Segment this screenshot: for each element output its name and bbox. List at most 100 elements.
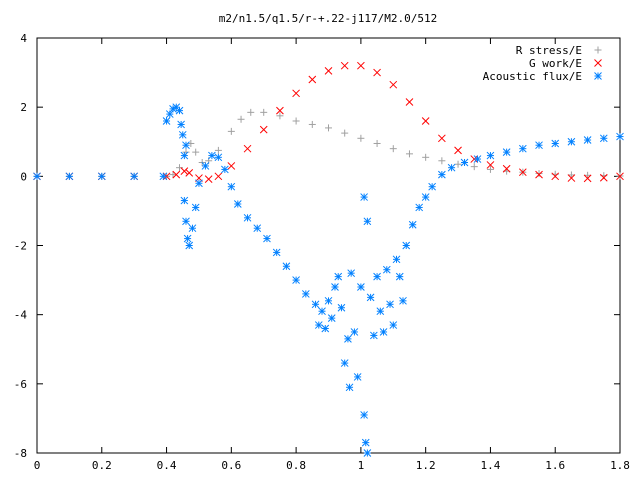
data-point (162, 117, 171, 125)
data-point (535, 141, 543, 150)
data-point (301, 290, 310, 298)
data-point (341, 129, 349, 137)
data-point (334, 272, 343, 281)
data-point (276, 106, 284, 115)
x-tick-label: 1 (358, 459, 365, 472)
data-point (325, 124, 332, 132)
data-point (428, 182, 436, 191)
y-tick-label: -8 (14, 447, 27, 460)
x-tick-label: 1.6 (545, 459, 565, 472)
data-point (583, 174, 592, 183)
legend-label: R stress/E (516, 44, 582, 57)
data-point (314, 321, 323, 329)
data-point (308, 75, 317, 84)
data-point (357, 283, 365, 291)
data-point (584, 171, 592, 179)
data-point (208, 151, 216, 160)
series-star (33, 103, 624, 457)
data-point (599, 134, 608, 143)
data-point (363, 217, 372, 226)
data-point (172, 170, 181, 179)
data-point (233, 200, 242, 208)
data-point (183, 234, 192, 243)
data-point (583, 136, 592, 144)
y-axis: -8 -6 -4 -2 0 2 4 (14, 32, 620, 460)
legend-label: Acoustic flux/E (483, 70, 582, 83)
data-point (460, 158, 469, 167)
data-point (188, 224, 197, 233)
data-point (438, 157, 446, 165)
data-point (318, 307, 326, 316)
data-point (282, 262, 291, 271)
data-point (260, 108, 268, 116)
data-point (360, 193, 368, 201)
data-point (159, 172, 168, 181)
data-point (353, 373, 362, 381)
data-point (130, 172, 139, 181)
plot-marks (33, 61, 624, 457)
legend-marker (594, 72, 602, 80)
data-point (366, 293, 375, 302)
data-point (324, 296, 333, 305)
legend-marker (594, 59, 602, 67)
data-point (535, 170, 543, 178)
data-point (340, 359, 349, 367)
data-point (454, 160, 462, 168)
data-point (321, 324, 330, 333)
data-point (551, 172, 560, 181)
data-point (363, 449, 372, 457)
data-point (421, 193, 430, 201)
y-tick-label: 0 (20, 170, 27, 183)
data-point (357, 61, 365, 70)
data-point (187, 139, 195, 147)
data-point (191, 203, 200, 212)
data-point (369, 331, 378, 340)
data-point (182, 141, 190, 150)
data-point (259, 125, 268, 134)
data-point (227, 127, 235, 135)
data-point (272, 248, 281, 257)
data-point (421, 117, 430, 125)
x-axis: 0 0.2 0.4 0.6 0.8 1 1.2 1.4 1.6 1.8 (34, 38, 630, 472)
data-point (311, 300, 320, 309)
data-point (373, 272, 381, 281)
data-point (192, 148, 200, 156)
data-point (177, 120, 185, 129)
x-tick-label: 0 (34, 459, 41, 472)
data-point (373, 68, 381, 77)
data-point (263, 234, 271, 243)
data-point (178, 130, 187, 139)
data-point (357, 134, 365, 142)
data-point (204, 175, 213, 183)
data-point (567, 171, 575, 179)
x-tick-label: 0.6 (221, 459, 241, 472)
data-point (33, 172, 41, 181)
legend-marker (594, 46, 602, 54)
data-point (214, 146, 222, 154)
legend-label: G work/E (529, 57, 582, 70)
y-tick-label: 2 (20, 101, 27, 114)
data-point (438, 134, 446, 143)
data-point (486, 165, 494, 173)
x-tick-label: 1.8 (610, 459, 630, 472)
data-point (237, 115, 245, 123)
data-point (243, 213, 252, 222)
data-point (454, 146, 462, 155)
data-point (292, 276, 300, 284)
y-tick-label: 4 (20, 32, 27, 45)
data-point (276, 112, 284, 120)
data-point (221, 165, 229, 174)
series-plus (33, 108, 624, 180)
data-point (395, 272, 404, 281)
data-point (308, 120, 316, 128)
data-point (373, 139, 381, 147)
data-point (599, 173, 608, 182)
data-point (502, 164, 511, 173)
y-tick-label: -6 (14, 378, 27, 391)
data-point (389, 321, 398, 329)
data-point (360, 411, 368, 419)
data-point (247, 108, 255, 116)
data-point (214, 172, 223, 181)
